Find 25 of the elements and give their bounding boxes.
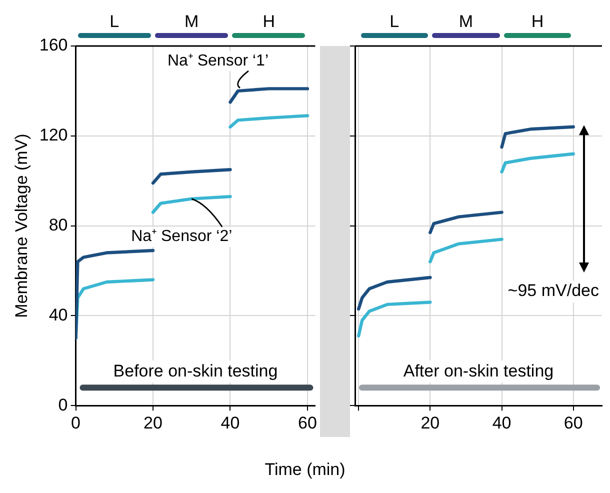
series-label: Na⁺ Sensor ‘2’	[131, 228, 232, 246]
ref-line-label: After on-skin testing	[403, 361, 554, 380]
y-tick-label: 0	[58, 395, 68, 414]
series-label: Na⁺ Sensor ‘1’	[167, 52, 268, 70]
text: M	[458, 12, 474, 32]
annotation: ~95 mV/dec	[508, 281, 600, 300]
y-tick-label: 80	[48, 215, 68, 234]
y-tick-label: 40	[48, 305, 68, 324]
y-tick-label: 160	[39, 36, 68, 55]
text: H	[262, 12, 275, 32]
x-tick-label: 60	[298, 413, 317, 432]
x-tick-label: 60	[564, 413, 583, 432]
text: L	[110, 12, 120, 32]
x-tick-label: 40	[220, 413, 240, 432]
y-tick-label: 120	[39, 126, 68, 145]
x-tick-label: 20	[144, 413, 162, 432]
text: H	[531, 12, 544, 32]
x-axis-title: Time (min)	[264, 460, 346, 480]
ref-line-label: Before on-skin testing	[113, 361, 278, 380]
y-axis-title: Membrane Voltage (mV)	[12, 134, 31, 318]
x-tick-label: 40	[492, 413, 512, 432]
x-tick-label: 20	[420, 413, 440, 432]
text: L	[390, 12, 400, 32]
text: M	[184, 12, 199, 32]
x-tick-label: 0	[71, 413, 80, 432]
